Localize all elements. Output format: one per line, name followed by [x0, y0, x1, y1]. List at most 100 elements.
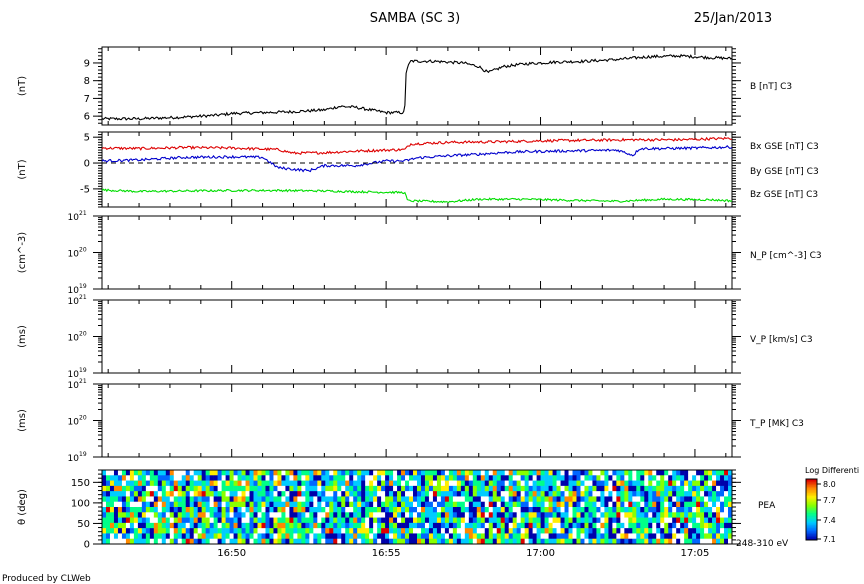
spectrogram-cell	[357, 475, 362, 481]
spectrogram-cell	[249, 491, 254, 497]
spectrogram-cell	[417, 528, 422, 534]
spectrogram-cell	[660, 496, 665, 503]
spectrogram-cell	[424, 485, 430, 492]
spectrogram-cell	[309, 538, 314, 545]
spectrogram-cell	[544, 501, 549, 508]
spectrogram-cell	[165, 522, 171, 529]
spectrogram-cell	[684, 501, 689, 508]
spectrogram-cell	[728, 528, 733, 534]
spectrogram-cell	[656, 480, 661, 487]
spectrogram-cell	[460, 475, 466, 481]
spectrogram-cell	[660, 480, 665, 487]
spectrogram-cell	[696, 496, 701, 503]
spectrogram-cell	[265, 475, 270, 481]
spectrogram-cell	[145, 496, 151, 503]
spectrogram-cell	[217, 491, 222, 497]
spectrogram-cell	[560, 517, 565, 524]
spectrogram-cell	[716, 475, 721, 481]
spectrogram-cell	[121, 475, 127, 481]
spectrogram-cell	[532, 501, 537, 508]
spectrogram-cell	[317, 470, 322, 476]
spectrogram-cell	[556, 512, 561, 518]
spectrogram-cell	[313, 517, 318, 524]
spectrogram-cell	[444, 496, 450, 503]
spectrogram-cell	[652, 528, 657, 534]
spectrogram-cell	[524, 522, 529, 529]
spectrogram-cell	[173, 517, 179, 524]
spectrogram-cell	[233, 480, 238, 487]
spectrogram-cell	[692, 538, 697, 545]
spectrogram-cell	[668, 528, 673, 534]
spectrogram-cell	[532, 470, 537, 476]
spectrogram-cell	[265, 496, 270, 503]
spectrogram-cell	[153, 475, 159, 481]
spectrogram-cell	[616, 470, 621, 476]
spectrogram-cell	[720, 507, 725, 513]
spectrogram-cell	[540, 480, 545, 487]
spectrogram-cell	[133, 533, 139, 540]
spectrogram-cell	[576, 470, 581, 476]
spectrogram-cell	[213, 538, 218, 545]
spectrogram-cell	[592, 507, 597, 513]
spectrogram-cell	[528, 538, 533, 545]
spectrogram-cell	[648, 501, 653, 508]
figure-date: 25/Jan/2013	[694, 11, 772, 26]
spectrogram-cell	[500, 470, 506, 476]
spectrogram-cell	[552, 528, 557, 534]
spectrogram-cell	[121, 512, 127, 518]
spectrogram-cell	[177, 501, 183, 508]
spectrogram-cell	[608, 528, 613, 534]
spectrogram-cell	[480, 496, 486, 503]
spectrogram-cell	[688, 470, 693, 476]
spectrogram-cell	[560, 475, 565, 481]
spectrogram-cell	[313, 512, 318, 518]
spectrogram-cell	[117, 512, 123, 518]
spectrogram-cell	[237, 512, 242, 518]
spectrogram-cell	[700, 533, 705, 540]
spectrogram-cell	[409, 470, 414, 476]
spectrogram-cell	[265, 522, 270, 529]
spectrogram-cell	[209, 501, 214, 508]
spectrogram-cell	[165, 507, 171, 513]
spectrogram-cell	[257, 475, 262, 481]
spectrogram-cell	[544, 475, 549, 481]
spectrogram-cell	[169, 470, 175, 476]
spectrogram-cell	[580, 517, 585, 524]
spectrogram-cell	[277, 522, 282, 529]
spectrogram-cell	[420, 512, 426, 518]
spectrogram-cell	[361, 501, 366, 508]
spectrogram-cell	[385, 485, 390, 492]
spectrogram-cell	[652, 485, 657, 492]
spectrogram-cell	[353, 538, 358, 545]
pea-spectrogram	[102, 470, 733, 545]
spectrogram-cell	[684, 517, 689, 524]
spectrogram-cell	[464, 470, 470, 476]
spectrogram-cell	[644, 480, 649, 487]
spectrogram-cell	[624, 507, 629, 513]
spectrogram-cell	[397, 512, 402, 518]
spectrogram-cell	[125, 485, 131, 492]
spectrogram-cell	[508, 507, 513, 513]
spectrogram-cell	[309, 501, 314, 508]
spectrogram-cell	[237, 470, 242, 476]
spectrogram-cell	[632, 533, 637, 540]
spectrogram-cell	[225, 485, 230, 492]
spectrogram-cell	[592, 517, 597, 524]
spectrogram-cell	[281, 480, 286, 487]
spectrogram-cell	[676, 533, 681, 540]
spectrogram-cell	[397, 491, 402, 497]
spectrogram-cell	[636, 517, 641, 524]
spectrogram-cell	[189, 517, 195, 524]
spectrogram-cell	[528, 517, 533, 524]
spectrogram-cell	[413, 522, 418, 529]
spectrogram-cell	[373, 517, 378, 524]
spectrogram-cell	[345, 522, 350, 529]
spectrogram-cell	[317, 501, 322, 508]
spectrogram-cell	[237, 533, 242, 540]
spectrogram-cell	[309, 485, 314, 492]
spectrogram-cell	[556, 480, 561, 487]
spectrogram-cell	[165, 480, 171, 487]
spectrogram-cell	[409, 496, 414, 503]
spectrogram-cell	[413, 517, 418, 524]
spectrogram-cell	[720, 491, 725, 497]
